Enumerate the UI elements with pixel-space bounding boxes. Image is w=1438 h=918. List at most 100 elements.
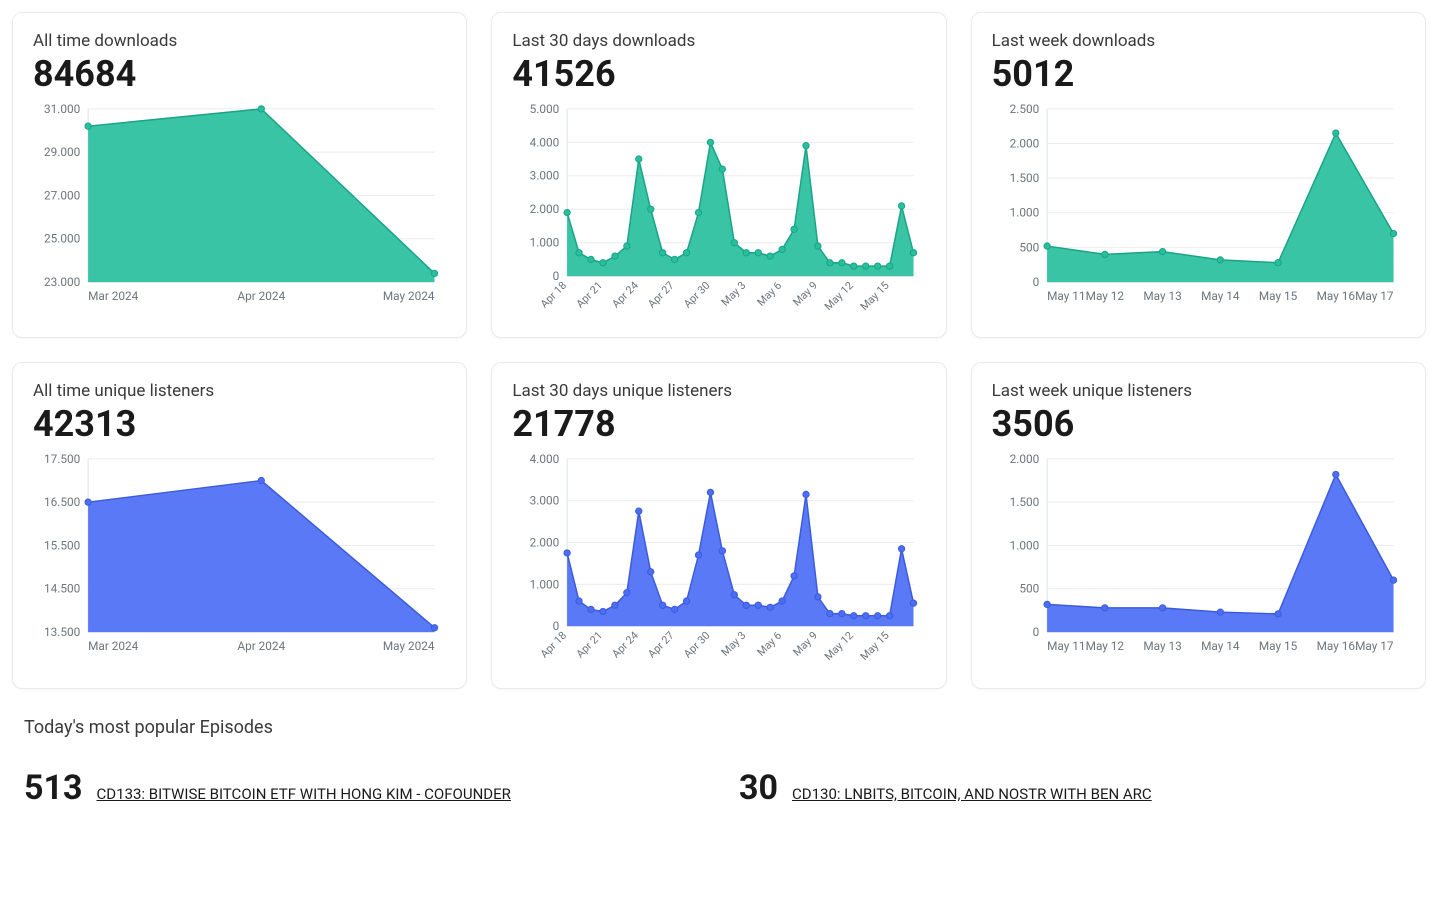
- stat-card-value: 5012: [992, 53, 1405, 95]
- svg-text:2.000: 2.000: [1009, 136, 1039, 150]
- stat-card-last-week-listeners: Last week unique listeners 3506 05001.00…: [971, 362, 1426, 688]
- svg-text:2.000: 2.000: [530, 202, 560, 216]
- episode-link[interactable]: CD133: BITWISE BITCOIN ETF WITH HONG KIM…: [97, 785, 511, 803]
- svg-text:May 13: May 13: [1143, 289, 1181, 303]
- svg-text:May 15: May 15: [858, 279, 892, 313]
- episode-download-count: 30: [739, 768, 778, 808]
- stat-card-title: Last 30 days downloads: [512, 31, 925, 51]
- stat-card-last-week-downloads: Last week downloads 5012 0 500 1.000 1.500 2…: [971, 12, 1426, 338]
- svg-text:Apr 2024: Apr 2024: [237, 639, 285, 653]
- svg-text:0: 0: [1032, 275, 1039, 289]
- stat-card-last-30-downloads: Last 30 days downloads 41526 01.0002.000…: [491, 12, 946, 338]
- stat-card-title: All time downloads: [33, 31, 446, 51]
- stat-card-value: 41526: [512, 53, 925, 95]
- popular-episodes-title: Today's most popular Episodes: [24, 717, 1414, 738]
- popular-episodes-section: Today's most popular Episodes 513 CD133:…: [12, 717, 1426, 808]
- stat-card-title: Last week downloads: [992, 31, 1405, 51]
- stat-card-title: All time unique listeners: [33, 381, 446, 401]
- svg-text:May 2024: May 2024: [383, 639, 435, 653]
- svg-text:May 14: May 14: [1201, 289, 1240, 303]
- svg-text:May 12: May 12: [822, 629, 856, 663]
- svg-text:Apr 30: Apr 30: [681, 629, 713, 661]
- svg-text:May 14: May 14: [1201, 639, 1240, 653]
- svg-text:May 6: May 6: [755, 279, 785, 309]
- svg-text:3.000: 3.000: [530, 169, 560, 183]
- svg-text:23.000: 23.000: [44, 275, 80, 289]
- svg-text:May 12: May 12: [822, 279, 856, 313]
- stat-card-value: 42313: [33, 403, 446, 445]
- stat-card-value: 84684: [33, 53, 446, 95]
- svg-text:Apr 27: Apr 27: [646, 629, 678, 661]
- stat-card-value: 21778: [512, 403, 925, 445]
- svg-text:13.500: 13.500: [44, 625, 80, 639]
- svg-text:May 17: May 17: [1355, 639, 1394, 653]
- stat-card-chart: 01.0002.0003.0004.0005.000Apr 18Apr 21Ap…: [512, 101, 925, 327]
- svg-text:Apr 24: Apr 24: [610, 629, 642, 661]
- svg-text:500: 500: [1019, 582, 1039, 596]
- svg-text:May 13: May 13: [1143, 639, 1181, 653]
- svg-text:May 12: May 12: [1085, 289, 1124, 303]
- episode-item: 30 CD130: LNBITS, BITCOIN, AND NOSTR WIT…: [739, 768, 1414, 808]
- svg-text:May 16: May 16: [1316, 289, 1355, 303]
- svg-text:Apr 21: Apr 21: [574, 279, 606, 311]
- stat-card-value: 3506: [992, 403, 1405, 445]
- popular-episodes-row: 513 CD133: BITWISE BITCOIN ETF WITH HONG…: [24, 768, 1414, 808]
- svg-text:May 9: May 9: [791, 279, 821, 309]
- svg-text:May 3: May 3: [719, 629, 749, 659]
- stat-card-title: Last 30 days unique listeners: [512, 381, 925, 401]
- svg-text:Apr 18: Apr 18: [538, 629, 570, 661]
- svg-text:17.500: 17.500: [44, 452, 80, 466]
- stat-card-title: Last week unique listeners: [992, 381, 1405, 401]
- stat-card-all-time-downloads: All time downloads 84684 23.000 25.000 27.…: [12, 12, 467, 338]
- svg-text:May 11: May 11: [1047, 289, 1085, 303]
- svg-text:1.000: 1.000: [1009, 206, 1039, 220]
- svg-text:May 15: May 15: [1259, 289, 1298, 303]
- svg-text:May 16: May 16: [1316, 639, 1355, 653]
- stat-card-chart: 13.500 14.500 15.500 16.500 17.500 Mar 2024 Ap…: [33, 451, 446, 658]
- svg-text:2.500: 2.500: [1009, 102, 1039, 116]
- svg-text:4.000: 4.000: [530, 452, 560, 466]
- svg-text:4.000: 4.000: [530, 135, 560, 149]
- svg-text:1.500: 1.500: [1009, 495, 1039, 509]
- svg-text:Apr 30: Apr 30: [681, 279, 713, 311]
- svg-text:May 9: May 9: [791, 629, 821, 659]
- svg-text:27.000: 27.000: [44, 188, 80, 202]
- svg-text:31.000: 31.000: [44, 102, 80, 116]
- svg-text:Apr 2024: Apr 2024: [237, 289, 285, 303]
- stat-card-all-time-listeners: All time unique listeners 42313 13.500 14…: [12, 362, 467, 688]
- svg-text:1.000: 1.000: [530, 236, 560, 250]
- svg-text:May 3: May 3: [719, 279, 749, 309]
- svg-text:16.500: 16.500: [44, 495, 80, 509]
- svg-text:Apr 21: Apr 21: [574, 629, 606, 661]
- svg-text:May 15: May 15: [1259, 639, 1298, 653]
- svg-text:1.000: 1.000: [1009, 539, 1039, 553]
- stat-card-chart: 01.0002.0003.0004.000Apr 18Apr 21Apr 24A…: [512, 451, 925, 677]
- svg-text:14.500: 14.500: [44, 582, 80, 596]
- svg-text:3.000: 3.000: [530, 494, 560, 508]
- svg-text:5.000: 5.000: [530, 102, 560, 116]
- svg-text:1.000: 1.000: [530, 578, 560, 592]
- svg-text:500: 500: [1019, 240, 1039, 254]
- stat-card-chart: 05001.0001.5002.000May 11May 12May 13May…: [992, 451, 1405, 658]
- svg-text:1.500: 1.500: [1009, 171, 1039, 185]
- stat-card-chart: 23.000 25.000 27.000 29.000 31.000 Mar 2024 Ap…: [33, 101, 446, 308]
- svg-text:May 15: May 15: [858, 629, 892, 663]
- svg-text:29.000: 29.000: [44, 145, 80, 159]
- svg-text:Mar 2024: Mar 2024: [88, 289, 139, 303]
- stat-card-chart: 0 500 1.000 1.500 2.000 2.500 May 11May 12 May …: [992, 101, 1405, 308]
- svg-text:2.000: 2.000: [1009, 452, 1039, 466]
- episode-download-count: 513: [24, 768, 83, 808]
- episode-link[interactable]: CD130: LNBITS, BITCOIN, AND NOSTR WITH B…: [792, 785, 1152, 803]
- svg-text:May 6: May 6: [755, 629, 785, 659]
- svg-text:15.500: 15.500: [44, 539, 80, 553]
- episode-item: 513 CD133: BITWISE BITCOIN ETF WITH HONG…: [24, 768, 699, 808]
- stats-cards-grid: All time downloads 84684 23.000 25.000 27.…: [12, 12, 1426, 689]
- svg-text:Apr 18: Apr 18: [538, 279, 570, 311]
- svg-text:25.000: 25.000: [44, 232, 80, 246]
- svg-text:Apr 27: Apr 27: [646, 279, 678, 311]
- svg-text:Apr 24: Apr 24: [610, 279, 642, 311]
- svg-text:2.000: 2.000: [530, 536, 560, 550]
- svg-text:May 17: May 17: [1355, 289, 1394, 303]
- svg-text:May 12: May 12: [1085, 639, 1124, 653]
- svg-text:Mar 2024: Mar 2024: [88, 639, 139, 653]
